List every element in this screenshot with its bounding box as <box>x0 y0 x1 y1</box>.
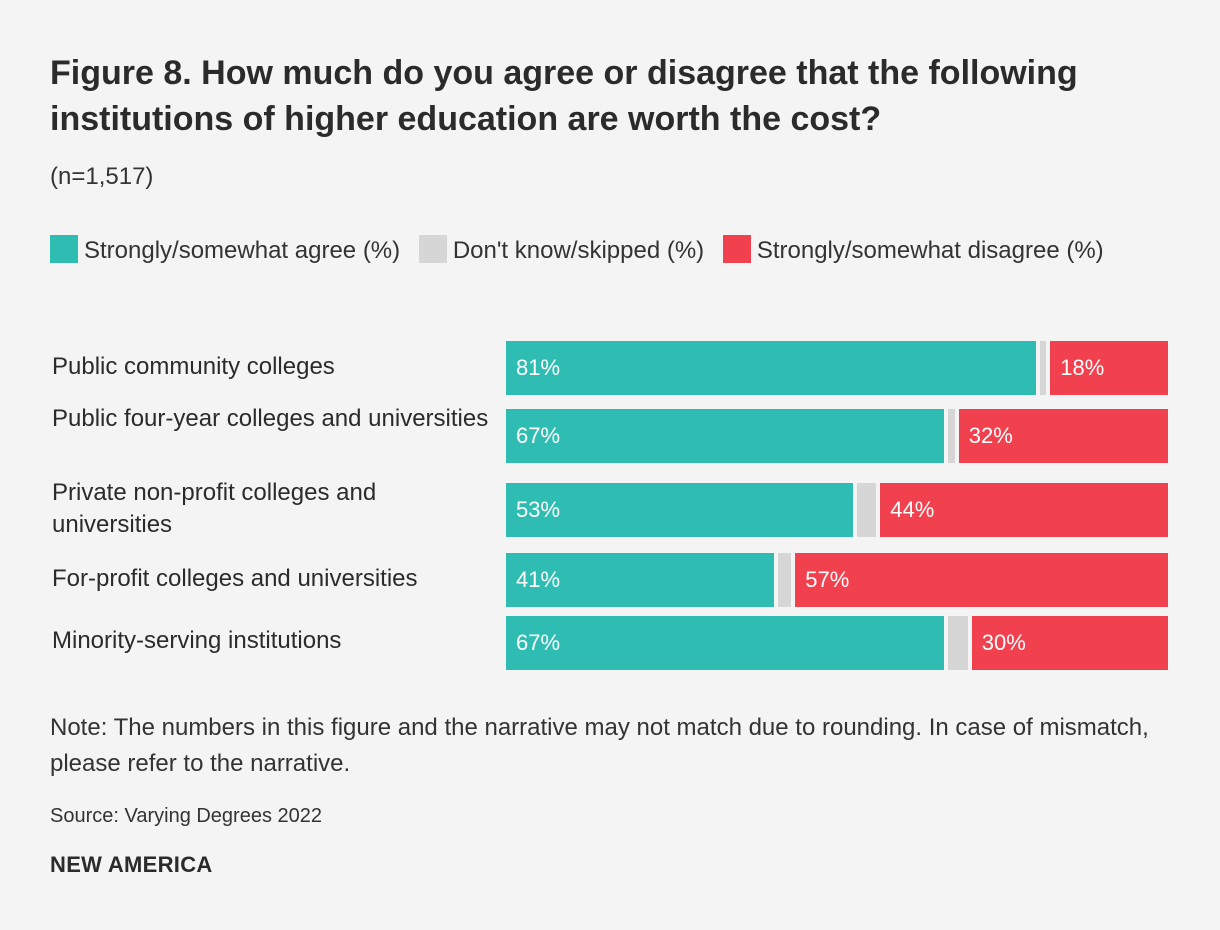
data-label-disagree: 44% <box>890 497 935 522</box>
legend-item-agree: Strongly/somewhat agree (%) <box>50 235 401 264</box>
data-label-disagree: 30% <box>981 630 1026 655</box>
legend-swatch-disagree <box>722 235 751 263</box>
bar-row: 67% 32% <box>506 409 1168 463</box>
bar-segment-agree: 81% <box>506 341 1036 395</box>
data-label-agree: 67% <box>516 630 561 655</box>
data-label-agree: 41% <box>516 567 561 592</box>
bar-row: 67% 30% <box>506 616 1168 670</box>
bar-segment-agree: 67% <box>506 409 945 463</box>
legend-label-disagree: Strongly/somewhat disagree (%) <box>756 237 1104 264</box>
bar-segment-disagree: 57% <box>795 553 1168 607</box>
bar-segment-disagree: 18% <box>1050 341 1168 395</box>
category-label: Public community colleges <box>52 353 335 380</box>
legend-item-dont-know: Don't know/skipped (%) <box>418 235 705 264</box>
bar-segment-dontknow <box>948 616 968 670</box>
data-label-disagree: 18% <box>1060 355 1105 380</box>
legend-label-agree: Strongly/somewhat agree (%) <box>84 237 401 264</box>
data-label-agree: 67% <box>516 423 561 448</box>
category-label: For-profit colleges and universities <box>52 565 418 592</box>
legend-swatch-dont-know <box>418 235 447 263</box>
legend-swatch-agree <box>50 235 78 263</box>
bar-segment-dontknow <box>856 483 877 537</box>
bar-row: 41% 57% <box>506 553 1168 607</box>
bar-segment-dontknow <box>1039 341 1047 395</box>
bar-row: 53% 44% <box>506 483 1168 537</box>
bar-segment-dontknow <box>948 409 955 463</box>
bar-segment-agree: 41% <box>506 553 775 607</box>
data-label-agree: 81% <box>516 355 561 380</box>
data-label-disagree: 57% <box>805 567 850 592</box>
chart-title: Figure 8. How much do you agree or disag… <box>50 54 1078 138</box>
category-label: Minority-serving institutions <box>52 627 342 654</box>
bar-segment-disagree: 44% <box>880 483 1168 537</box>
legend-item-disagree: Strongly/somewhat disagree (%) <box>722 235 1104 264</box>
legend: Strongly/somewhat agree (%) Don't know/s… <box>50 230 1150 272</box>
footnote: Note: The numbers in this figure and the… <box>50 714 1149 777</box>
bar-row: 81% 18% <box>506 341 1168 395</box>
data-label-disagree: 32% <box>968 423 1013 448</box>
bar-segment-agree: 67% <box>506 616 945 670</box>
legend-label-dont-know: Don't know/skipped (%) <box>452 237 705 264</box>
brand-logo-text: NEW AMERICA <box>50 852 213 877</box>
bar-segment-disagree: 30% <box>971 616 1168 670</box>
bar-segment-disagree: 32% <box>958 409 1168 463</box>
source-line: Source: Varying Degrees 2022 <box>50 805 323 827</box>
category-label: Public four-year colleges and universiti… <box>52 405 489 432</box>
sample-size: (n=1,517) <box>50 163 154 190</box>
bar-segment-agree: 53% <box>506 483 853 537</box>
bar-segment-dontknow <box>778 553 792 607</box>
category-label: Private non-profit colleges and universi… <box>52 479 377 538</box>
data-label-agree: 53% <box>516 497 561 522</box>
